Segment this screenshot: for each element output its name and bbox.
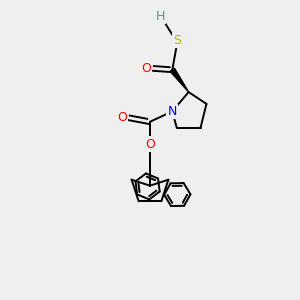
Text: O: O	[117, 111, 127, 124]
Text: S: S	[173, 34, 181, 46]
Polygon shape	[170, 68, 189, 92]
Text: N: N	[168, 105, 177, 118]
Text: O: O	[145, 138, 155, 151]
Text: H: H	[156, 10, 165, 23]
Text: O: O	[142, 62, 152, 75]
